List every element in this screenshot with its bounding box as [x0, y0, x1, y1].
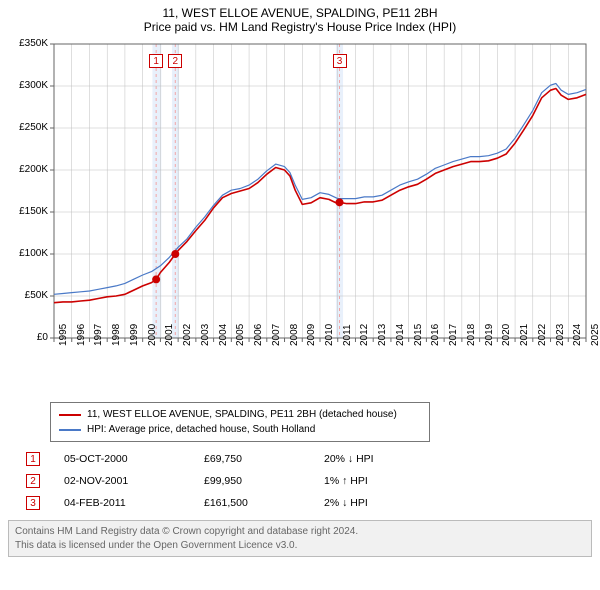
transaction-row: 1 05-OCT-2000£69,75020% ↓ HPI [26, 448, 592, 470]
transaction-marker: 1 [26, 452, 40, 466]
y-tick-label: £100K [8, 248, 48, 259]
x-tick-label: 2022 [537, 324, 548, 346]
transactions-table: 1 05-OCT-2000£69,75020% ↓ HPI 2 02-NOV-2001… [26, 448, 592, 514]
legend-item: HPI: Average price, detached house, Sout… [59, 422, 421, 437]
x-tick-label: 2010 [324, 324, 335, 346]
y-tick-label: £200K [8, 164, 48, 175]
transaction-date: 04-FEB-2011 [64, 497, 204, 509]
chart-subtitle: Price paid vs. HM Land Registry's House … [8, 20, 592, 34]
x-tick-label: 1996 [76, 324, 87, 346]
transaction-row: 2 02-NOV-2001£99,9501% ↑ HPI [26, 470, 592, 492]
x-tick-label: 2011 [342, 324, 353, 346]
x-tick-label: 1997 [93, 324, 104, 346]
x-tick-label: 2001 [164, 324, 175, 346]
legend-label: HPI: Average price, detached house, Sout… [87, 422, 315, 437]
x-tick-label: 2023 [555, 324, 566, 346]
transaction-price: £161,500 [204, 497, 324, 509]
x-tick-label: 1999 [129, 324, 140, 346]
transaction-marker: 3 [26, 496, 40, 510]
transaction-row: 3 04-FEB-2011£161,5002% ↓ HPI [26, 492, 592, 514]
x-tick-label: 2025 [590, 324, 600, 346]
attribution-box: Contains HM Land Registry data © Crown c… [8, 520, 592, 557]
x-tick-label: 2009 [306, 324, 317, 346]
x-tick-label: 2005 [235, 324, 246, 346]
transaction-diff: 20% ↓ HPI [324, 453, 424, 465]
chart-marker-1: 1 [149, 54, 163, 68]
y-tick-label: £0 [8, 332, 48, 343]
x-tick-label: 2002 [182, 324, 193, 346]
chart-marker-2: 2 [168, 54, 182, 68]
chart-area: 12 3 £0 £50K £100K £150K £200K £250K £300K £350K 1… [8, 38, 592, 398]
transaction-date: 05-OCT-2000 [64, 453, 204, 465]
attribution-line2: This data is licensed under the Open Gov… [15, 539, 585, 553]
x-tick-label: 2006 [253, 324, 264, 346]
x-tick-label: 2021 [519, 324, 530, 346]
x-tick-label: 2016 [430, 324, 441, 346]
x-tick-label: 2019 [484, 324, 495, 346]
transaction-diff: 1% ↑ HPI [324, 475, 424, 487]
transaction-price: £69,750 [204, 453, 324, 465]
x-tick-label: 2012 [359, 324, 370, 346]
x-tick-label: 2018 [466, 324, 477, 346]
chart-title: 11, WEST ELLOE AVENUE, SPALDING, PE11 2B… [8, 6, 592, 20]
y-tick-label: £300K [8, 80, 48, 91]
transaction-diff: 2% ↓ HPI [324, 497, 424, 509]
chart-marker-3: 3 [333, 54, 347, 68]
legend-item: 11, WEST ELLOE AVENUE, SPALDING, PE11 2B… [59, 407, 421, 422]
x-tick-label: 2015 [413, 324, 424, 346]
transaction-marker: 2 [26, 474, 40, 488]
attribution-line1: Contains HM Land Registry data © Crown c… [15, 525, 585, 539]
legend-swatch [59, 429, 81, 431]
legend-box: 11, WEST ELLOE AVENUE, SPALDING, PE11 2B… [50, 402, 430, 442]
y-tick-label: £350K [8, 38, 48, 49]
x-tick-label: 2017 [448, 324, 459, 346]
x-tick-label: 2014 [395, 324, 406, 346]
y-tick-label: £250K [8, 122, 48, 133]
x-tick-label: 1998 [111, 324, 122, 346]
transaction-date: 02-NOV-2001 [64, 475, 204, 487]
y-tick-label: £50K [8, 290, 48, 301]
x-tick-label: 2000 [147, 324, 158, 346]
x-tick-label: 2008 [289, 324, 300, 346]
transaction-price: £99,950 [204, 475, 324, 487]
x-tick-label: 2004 [218, 324, 229, 346]
x-tick-label: 2024 [572, 324, 583, 346]
x-tick-label: 2020 [501, 324, 512, 346]
legend-swatch [59, 414, 81, 416]
y-tick-label: £150K [8, 206, 48, 217]
x-tick-label: 2003 [200, 324, 211, 346]
x-tick-label: 2007 [271, 324, 282, 346]
x-tick-label: 2013 [377, 324, 388, 346]
legend-label: 11, WEST ELLOE AVENUE, SPALDING, PE11 2B… [87, 407, 397, 422]
x-tick-label: 1995 [58, 324, 69, 346]
